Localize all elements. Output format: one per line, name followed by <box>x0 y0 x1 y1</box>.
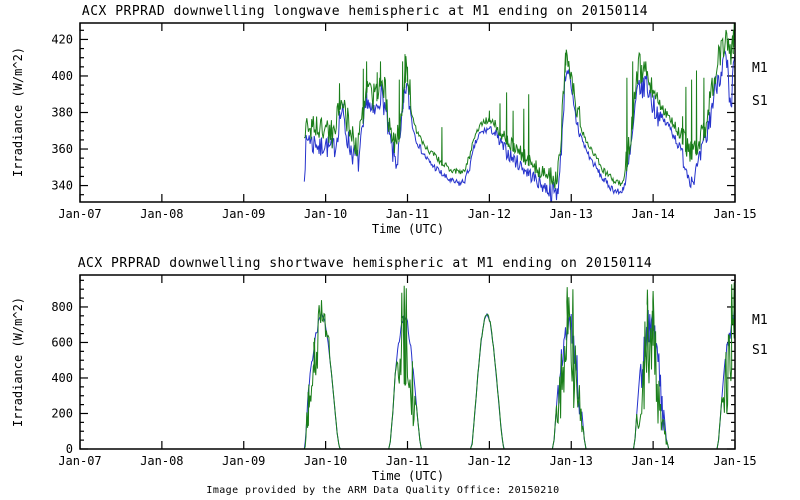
longwave-plot-area: 340 360 380 400 420 Jan-07 Jan-08 Jan-09 Jan-10 J… <box>51 22 768 221</box>
x-tick-label: Jan-15 <box>713 207 756 221</box>
y-tick-label: 340 <box>51 179 73 193</box>
shortwave-yaxis-label: Irradiance (W/m^2) <box>11 297 25 427</box>
x-tick-label: Jan-12 <box>468 207 511 221</box>
longwave-yaxis-label: Irradiance (W/m^2) <box>11 47 25 177</box>
y-tick-label: 400 <box>51 69 73 83</box>
x-tick-label: Jan-14 <box>631 454 674 468</box>
y-tick-label: 200 <box>51 406 73 420</box>
x-tick-label: Jan-10 <box>304 454 347 468</box>
x-tick-label: Jan-15 <box>713 454 756 468</box>
shortwave-chart: ACX PRPRAD downwelling shortwave hemisph… <box>11 256 768 483</box>
legend-m1-label: M1 <box>752 313 768 328</box>
longwave-xaxis-label: Time (UTC) <box>372 222 444 236</box>
shortwave-xaxis-label: Time (UTC) <box>372 469 444 483</box>
x-tick-label: Jan-08 <box>140 207 183 221</box>
y-tick-label: 800 <box>51 300 73 314</box>
series-s1-line <box>303 23 735 189</box>
legend-s1-label: S1 <box>752 343 768 358</box>
y-tick-label: 380 <box>51 106 73 120</box>
shortwave-plot-area: 0 200 400 600 800 Jan-07 Jan-08 Jan-09 Jan-10 Jan… <box>51 274 768 468</box>
x-tick-label: Jan-07 <box>58 454 101 468</box>
x-tick-label: Jan-07 <box>58 207 101 221</box>
x-tick-label: Jan-13 <box>550 454 593 468</box>
chart-frame <box>79 22 736 203</box>
x-tick-label: Jan-13 <box>550 207 593 221</box>
y-tick-label: 420 <box>51 32 73 46</box>
x-tick-label: Jan-08 <box>140 454 183 468</box>
x-tick-label: Jan-11 <box>386 207 429 221</box>
legend-m1-label: M1 <box>752 61 768 76</box>
legend-s1-label: S1 <box>752 94 768 109</box>
y-tick-label: 0 <box>66 442 73 456</box>
x-tick-label: Jan-09 <box>222 454 265 468</box>
series-m1-line <box>303 50 735 202</box>
x-tick-label: Jan-10 <box>304 207 347 221</box>
y-tick-label: 600 <box>51 335 73 349</box>
chart-frame <box>79 274 736 450</box>
x-tick-label: Jan-12 <box>468 454 511 468</box>
x-tick-label: Jan-11 <box>386 454 429 468</box>
x-tick-label: Jan-09 <box>222 207 265 221</box>
series-m1-line <box>303 305 735 449</box>
series-s1-line <box>303 282 735 449</box>
shortwave-title: ACX PRPRAD downwelling shortwave hemisph… <box>78 256 653 271</box>
y-tick-label: 360 <box>51 142 73 156</box>
longwave-title: ACX PRPRAD downwelling longwave hemisphe… <box>82 4 648 19</box>
longwave-chart: ACX PRPRAD downwelling longwave hemisphe… <box>11 4 768 236</box>
x-tick-label: Jan-14 <box>631 207 674 221</box>
y-tick-label: 400 <box>51 371 73 385</box>
footer-credit: Image provided by the ARM Data Quality O… <box>206 485 559 496</box>
